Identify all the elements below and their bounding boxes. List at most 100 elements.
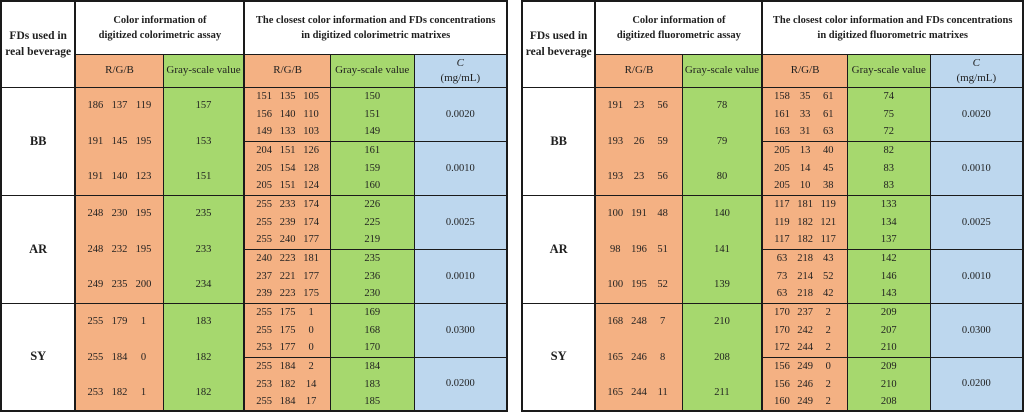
rgb-value: 175: [279, 324, 296, 336]
rgb-triplet: 151 135 105: [245, 91, 329, 102]
rgb-triplet: 193 23 56: [596, 171, 681, 182]
rgb-triplet: 163 31 63: [763, 126, 846, 137]
assay-gray-cell: 211: [681, 375, 764, 411]
rgb-value: 128: [303, 162, 319, 174]
rgb-value: 179: [111, 315, 128, 327]
matrix-section-header: The closest color information and FDs co…: [761, 1, 1024, 54]
header-line: The closest color information and FDs co…: [772, 14, 1013, 26]
rgb-triplet: 119 182 121: [763, 217, 846, 228]
concentration-header: C (mg/mL): [413, 53, 508, 87]
rgb-value: 246: [797, 378, 813, 390]
matrix-rgb-cell: 119 182 121: [761, 213, 848, 231]
rgb-value: 218: [797, 252, 813, 264]
assay-section-header: Color information of digitized fluorometr…: [594, 1, 764, 54]
rgb-value: 248: [87, 207, 104, 219]
rgb-value: 151: [279, 144, 296, 156]
assay-gray-header: Gray-scale value: [681, 53, 764, 87]
assay-rgb-cell: 248 232 195: [74, 231, 164, 267]
rgb-triplet: 191 145 195: [76, 136, 162, 147]
assay-gray-cell: 157: [162, 86, 246, 123]
header-line: real beverage: [525, 46, 592, 59]
matrix-gray-cell: 151: [329, 105, 415, 123]
rgb-value: 98: [609, 243, 621, 255]
rgb-value: 135: [279, 90, 296, 102]
rgb-value: 61: [823, 90, 834, 102]
colorimetric-table: FDs used in real beverage Color informatio…: [0, 0, 508, 412]
rgb-value: 235: [111, 279, 128, 291]
header-line: C: [456, 57, 464, 70]
concentration-cell: 0.0025: [929, 194, 1024, 249]
matrix-gray-cell: 210: [846, 375, 931, 393]
rgb-triplet: 160 249 2: [763, 396, 846, 407]
matrix-gray-cell: 133: [846, 194, 931, 213]
rgb-triplet: 255 184 0: [76, 352, 162, 363]
matrix-gray-cell: 209: [846, 302, 931, 321]
rgb-triplet: 255 179 1: [76, 316, 162, 327]
rgb-triplet: 156 249 0: [763, 361, 846, 372]
rgb-triplet: 239 223 175: [245, 288, 329, 299]
fd-label-cell: BB: [0, 86, 77, 195]
assay-gray-cell: 151: [162, 159, 246, 195]
rgb-value: 253: [256, 378, 273, 390]
rgb-value: 119: [135, 99, 152, 111]
rgb-triplet: 255 175 1: [245, 307, 329, 318]
rgb-value: 177: [303, 234, 319, 246]
rgb-value: 249: [797, 396, 813, 407]
matrix-gray-cell: 161: [329, 140, 415, 159]
rgb-value: 165: [607, 351, 624, 363]
concentration-cell: 0.0010: [413, 248, 508, 303]
assay-rgb-cell: 248 230 195: [74, 194, 164, 231]
matrix-rgb-cell: 205 13 40: [761, 140, 848, 159]
rgb-value: 160: [774, 396, 790, 407]
rgb-triplet: 193 26 59: [596, 136, 681, 147]
fd-label-cell: AR: [521, 194, 597, 303]
rgb-value: 184: [279, 396, 296, 407]
matrix-gray-cell: 143: [846, 285, 931, 303]
rgb-value: 105: [303, 90, 319, 102]
matrix-gray-cell: 168: [329, 321, 415, 339]
rgb-triplet: 248 232 195: [76, 244, 162, 255]
rgb-value: 8: [660, 351, 666, 363]
rgb-value: 255: [256, 234, 273, 246]
rgb-triplet: 205 151 124: [245, 180, 329, 191]
assay-rgb-cell: 186 137 119: [74, 86, 164, 123]
matrix-gray-cell: 150: [329, 86, 415, 105]
rgb-value: 246: [631, 351, 647, 363]
rgb-value: 184: [111, 351, 128, 363]
rgb-value: 133: [279, 126, 296, 138]
header-line: FDs used in: [9, 29, 67, 42]
rgb-value: 145: [111, 135, 128, 147]
rgb-value: 205: [774, 180, 790, 192]
header-line: in digitized fluorometric matrixes: [817, 29, 968, 41]
rgb-value: 110: [303, 108, 319, 120]
assay-rgb-cell: 168 248 7: [594, 302, 683, 339]
rgb-value: 2: [825, 396, 831, 407]
rgb-value: 63: [776, 288, 788, 300]
rgb-value: 2: [825, 342, 831, 354]
matrix-rgb-cell: 156 249 0: [761, 356, 848, 375]
rgb-triplet: 253 177 0: [245, 342, 329, 353]
rgb-value: 35: [799, 90, 811, 102]
assay-gray-cell: 210: [681, 302, 764, 339]
matrix-rgb-cell: 63 218 42: [761, 285, 848, 303]
rgb-value: 100: [607, 207, 624, 219]
rgb-value: 205: [256, 162, 273, 174]
assay-rgb-cell: 100 191 48: [594, 194, 683, 231]
matrix-rgb-header: R/G/B: [243, 53, 331, 87]
header-line: digitized colorimetric assay: [98, 29, 222, 41]
rgb-value: 2: [308, 360, 314, 372]
assay-gray-cell: 78: [681, 86, 764, 123]
rgb-value: 255: [87, 315, 104, 327]
rgb-value: 255: [256, 306, 273, 318]
rgb-value: 7: [660, 315, 666, 327]
matrix-rgb-cell: 161 33 61: [761, 105, 848, 123]
rgb-value: 242: [797, 324, 813, 336]
rgb-value: 26: [633, 135, 645, 147]
assay-gray-cell: 182: [162, 339, 246, 375]
matrix-rgb-cell: 255 175 0: [243, 321, 331, 339]
rgb-value: 2: [825, 306, 831, 318]
rgb-value: 1: [140, 315, 147, 327]
rgb-value: 181: [797, 198, 813, 210]
rgb-triplet: 165 244 11: [596, 387, 681, 398]
